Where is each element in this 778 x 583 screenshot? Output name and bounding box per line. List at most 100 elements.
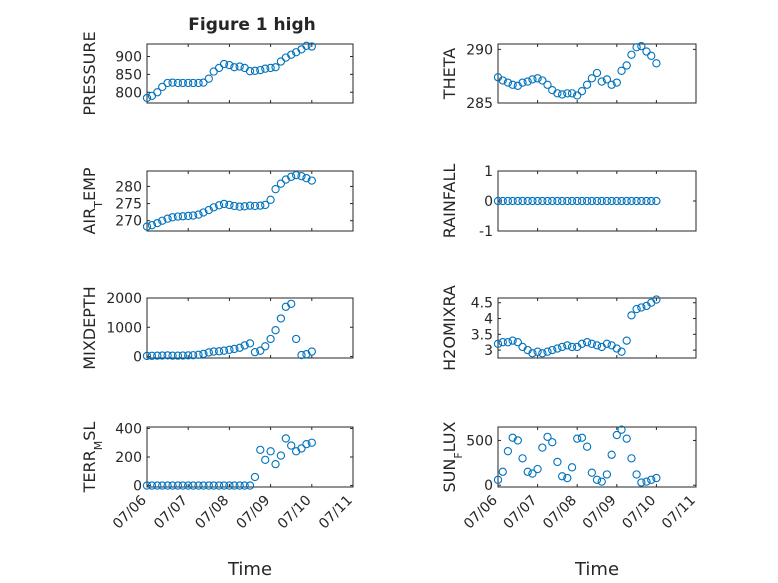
- data-point: [168, 351, 177, 360]
- data-point: [538, 196, 547, 206]
- data-point: [240, 341, 249, 350]
- data-point: [518, 454, 527, 463]
- data-point: [582, 196, 592, 206]
- data-point: [297, 350, 306, 360]
- data-point: [204, 74, 213, 83]
- data-point: [235, 62, 244, 71]
- axes-box: [497, 170, 697, 232]
- data-point: [261, 342, 270, 351]
- data-point: [163, 214, 172, 223]
- data-point: [302, 41, 311, 50]
- data-point: [173, 78, 183, 88]
- data-point: [271, 326, 280, 335]
- data-point: [194, 78, 203, 88]
- data-point: [261, 455, 270, 465]
- y-tick-label: 290: [466, 42, 493, 58]
- data-point: [291, 170, 301, 180]
- data-point: [597, 77, 606, 86]
- data-point: [622, 434, 631, 443]
- data-point: [528, 196, 537, 206]
- data-point: [627, 196, 636, 206]
- data-point: [158, 216, 167, 225]
- data-point: [194, 481, 203, 490]
- data-point: [493, 196, 503, 206]
- data-point: [142, 93, 152, 103]
- data-point: [291, 334, 301, 344]
- data-point: [577, 433, 587, 442]
- data-point: [153, 351, 162, 360]
- data-point: [302, 350, 311, 359]
- data-point: [214, 201, 224, 210]
- y-tick-label: 280: [115, 179, 142, 195]
- data-point: [184, 481, 193, 490]
- data-point: [587, 74, 597, 83]
- data-point: [553, 196, 562, 206]
- y-tick-label: 200: [115, 450, 142, 466]
- data-point: [597, 477, 606, 486]
- y-tick-label: 800: [115, 85, 142, 101]
- data-point: [563, 473, 572, 483]
- data-point: [271, 185, 280, 194]
- data-point: [256, 346, 265, 355]
- data-point: [508, 433, 517, 442]
- data-point: [178, 212, 187, 221]
- data-point: [563, 89, 572, 98]
- data-point: [642, 47, 651, 56]
- data-point: [307, 438, 316, 447]
- data-point: [652, 59, 661, 68]
- data-point: [142, 481, 152, 490]
- data-point: [235, 202, 244, 211]
- y-tick-label: 0: [484, 478, 493, 494]
- data-point: [235, 481, 244, 490]
- y-tick-label: 0: [133, 350, 142, 366]
- data-point: [204, 348, 213, 357]
- y-axis-label: PRESSURE: [80, 31, 99, 115]
- data-point: [612, 430, 621, 440]
- data-point: [297, 171, 306, 181]
- data-point: [493, 339, 503, 348]
- data-point: [204, 205, 213, 215]
- data-point: [637, 478, 646, 487]
- data-point: [543, 80, 552, 89]
- data-point: [178, 78, 187, 88]
- data-point: [548, 196, 557, 206]
- data-point: [153, 481, 162, 490]
- data-point: [612, 196, 621, 206]
- axes-box: [146, 43, 354, 104]
- data-point: [302, 174, 311, 183]
- data-point: [184, 78, 193, 88]
- y-tick-label: 285: [466, 96, 493, 112]
- subplot-4: -1 0 1 RAINFALL: [440, 164, 697, 240]
- data-point: [261, 64, 270, 73]
- data-point: [622, 61, 631, 70]
- data-point: [518, 196, 527, 206]
- data-point: [627, 311, 636, 320]
- data-point: [168, 78, 177, 87]
- data-point: [173, 481, 183, 490]
- data-point: [307, 42, 316, 51]
- data-point: [563, 196, 572, 206]
- data-point: [153, 218, 162, 228]
- data-point: [508, 80, 517, 89]
- data-point: [173, 212, 183, 221]
- data-point: [617, 425, 626, 434]
- data-point: [577, 339, 587, 348]
- y-axis-label: H2OMIXRA: [440, 285, 459, 371]
- data-point: [266, 447, 275, 456]
- data-point: [533, 196, 542, 206]
- data-point: [577, 87, 587, 96]
- data-point: [503, 78, 513, 87]
- data-point: [518, 78, 527, 87]
- y-tick-label: 3.5: [471, 327, 493, 343]
- data-point: [607, 80, 616, 89]
- data-point: [225, 345, 234, 354]
- data-point: [647, 51, 656, 60]
- data-point: [558, 342, 567, 352]
- data-point: [287, 441, 296, 450]
- data-point: [194, 350, 203, 359]
- data-point: [523, 467, 532, 476]
- data-point: [214, 481, 224, 490]
- data-point: [266, 195, 275, 204]
- data-point: [652, 295, 661, 304]
- data-point: [204, 481, 213, 490]
